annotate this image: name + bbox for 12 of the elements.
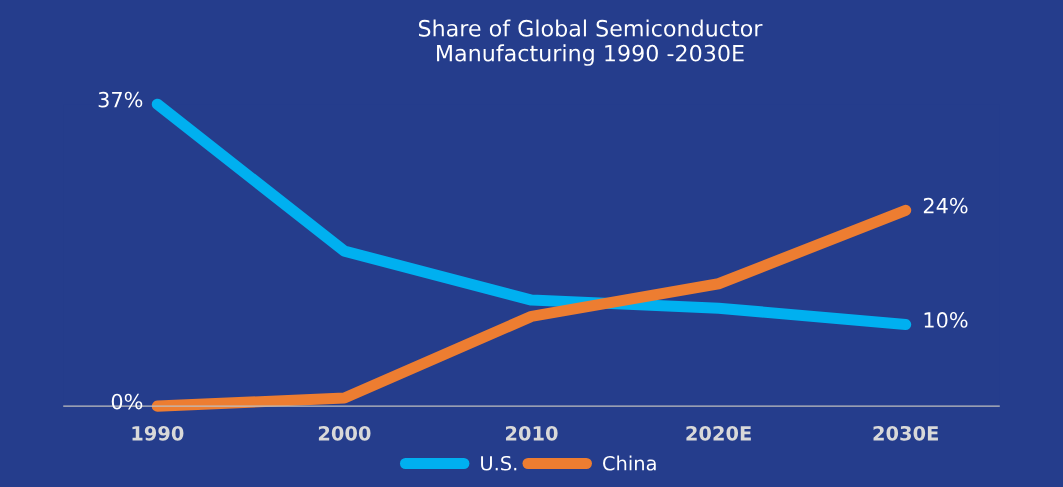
x-tick-label: 2020E bbox=[686, 425, 751, 441]
x-tick-label: 2010 bbox=[505, 425, 558, 441]
x-tick-label: 2030E bbox=[873, 425, 938, 441]
chart-title: Share of Global Semiconductor Manufacturing 1990 -2030E bbox=[418, 19, 763, 66]
data-label: 0% bbox=[111, 393, 143, 410]
x-tick-label: 1990 bbox=[132, 425, 184, 441]
x-tick-label: 2000 bbox=[318, 425, 371, 441]
legend-label: U.S. bbox=[481, 455, 517, 471]
legend-label: China bbox=[603, 455, 656, 471]
data-label: 10% bbox=[924, 312, 968, 328]
data-label: 24% bbox=[923, 197, 968, 214]
data-label: 37% bbox=[98, 91, 143, 108]
